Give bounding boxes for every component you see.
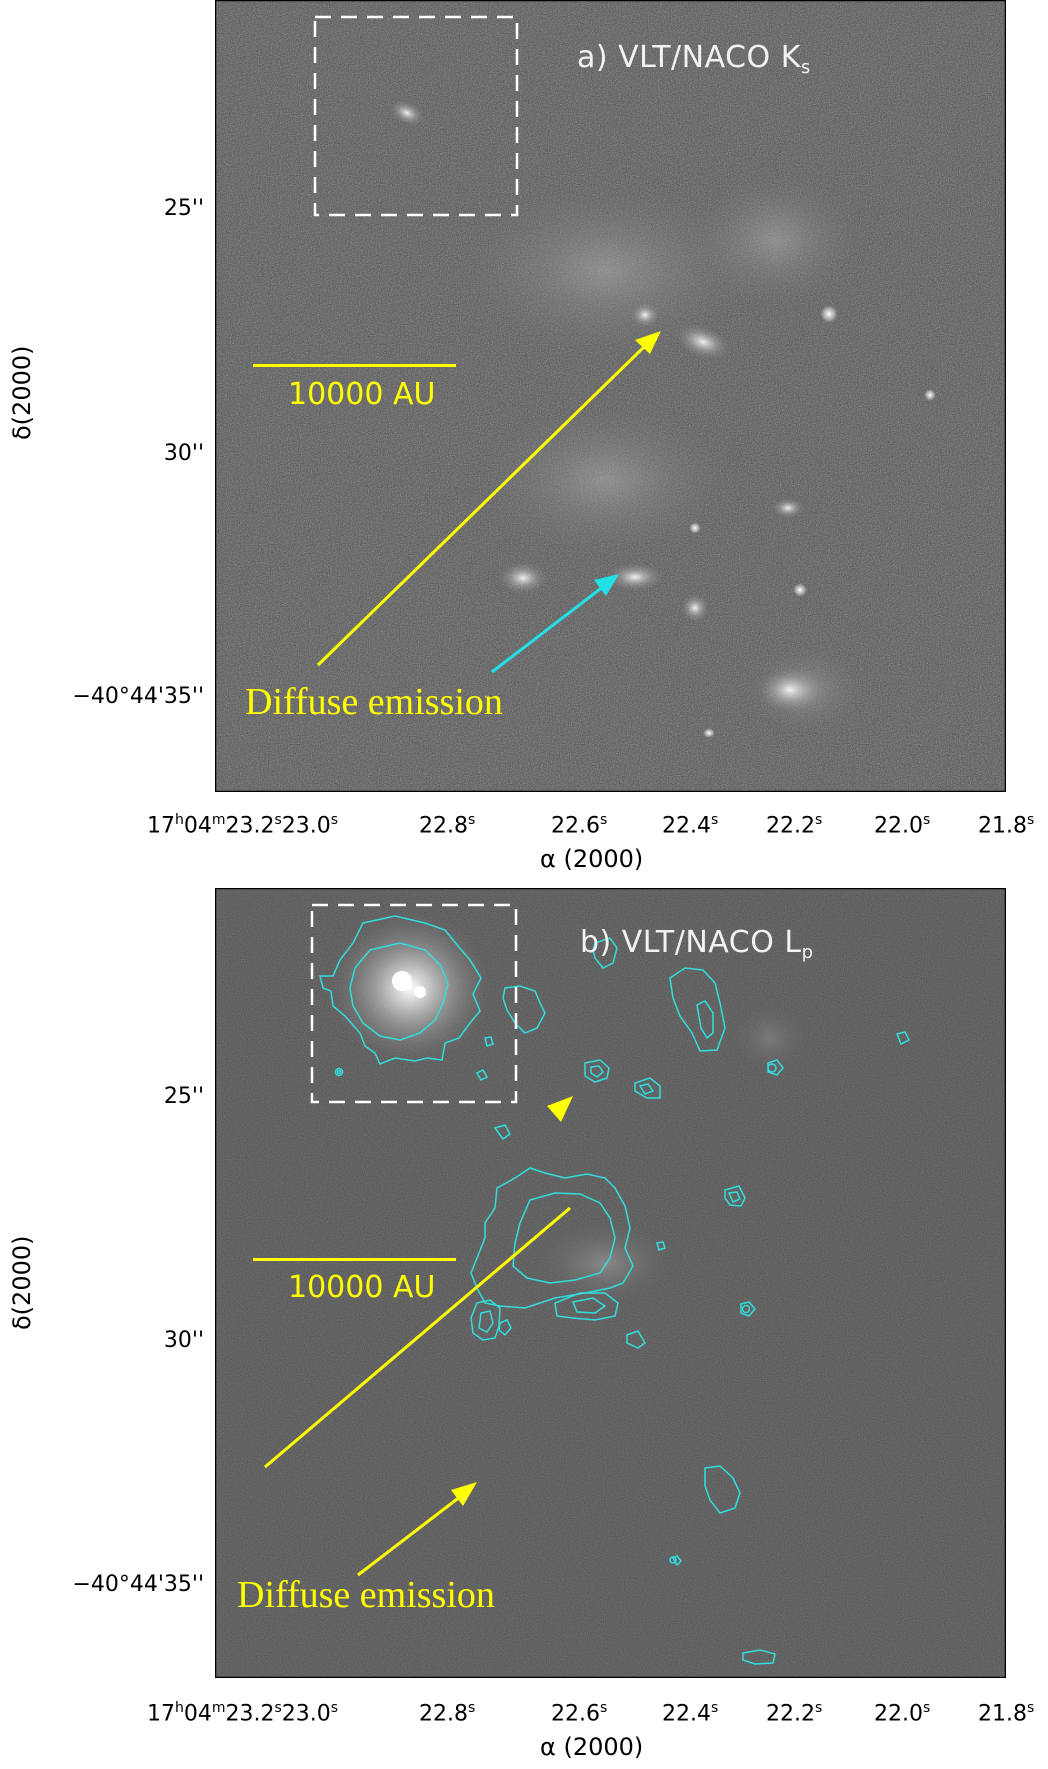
panel-b-image: b) VLT/NACO Lp 10000 AU Diffuse emission — [215, 888, 1006, 1678]
panel-a-y-tick-30: 30'' — [163, 441, 204, 466]
panel-b-scale-label: 10000 AU — [288, 1270, 436, 1305]
panel-a-scale-label: 10000 AU — [288, 377, 436, 412]
panel-b-y-tick-25: 25'' — [163, 1084, 204, 1109]
panel-b-x-tick-2: 22.6s — [551, 1700, 608, 1727]
panel-b-y-tick-35: −40°44'35'' — [72, 1572, 204, 1597]
panel-b-x-tick-0: 17h04m23.2s23.0s — [147, 1700, 339, 1727]
panel-a-x-tick-0: 17h04m23.2s23.0s — [147, 812, 339, 839]
panel-a-y-tick-25: 25'' — [163, 196, 204, 221]
panel-b-x-tick-3: 22.4s — [662, 1700, 719, 1727]
panel-a-x-tick-3: 22.4s — [662, 812, 719, 839]
panel-a-image: a) VLT/NACO Ks 10000 AU Diffuse emission — [215, 0, 1006, 792]
panel-a-x-tick-5: 22.0s — [874, 812, 931, 839]
panel-b-x-label: α (2000) — [540, 1733, 644, 1761]
panel-a-x-tick-1: 22.8s — [419, 812, 476, 839]
panel-a-annotation: Diffuse emission — [245, 681, 503, 723]
panel-b-x-tick-1: 22.8s — [419, 1700, 476, 1727]
panel-b-x-tick-4: 22.2s — [766, 1700, 823, 1727]
panel-a-y-label: δ(2000) — [8, 345, 36, 441]
panel-b-title: b) VLT/NACO Lp — [580, 925, 814, 963]
panel-a-x-label: α (2000) — [540, 845, 644, 873]
panel-b-scale-bar — [253, 1258, 456, 1261]
panel-a-y-tick-35: −40°44'35'' — [72, 684, 204, 709]
panel-a-x-tick-4: 22.2s — [766, 812, 823, 839]
panel-a-scale-bar — [253, 364, 456, 367]
panel-b-x-tick-6: 21.8s — [978, 1700, 1035, 1727]
panel-b-x-tick-5: 22.0s — [874, 1700, 931, 1727]
panel-a-x-tick-6: 21.8s — [978, 812, 1035, 839]
panel-b-y-tick-30: 30'' — [163, 1328, 204, 1353]
panel-b-y-label: δ(2000) — [8, 1235, 36, 1331]
panel-a-x-tick-2: 22.6s — [551, 812, 608, 839]
panel-b-annotation: Diffuse emission — [237, 1574, 495, 1616]
panel-a-title: a) VLT/NACO Ks — [577, 40, 811, 78]
